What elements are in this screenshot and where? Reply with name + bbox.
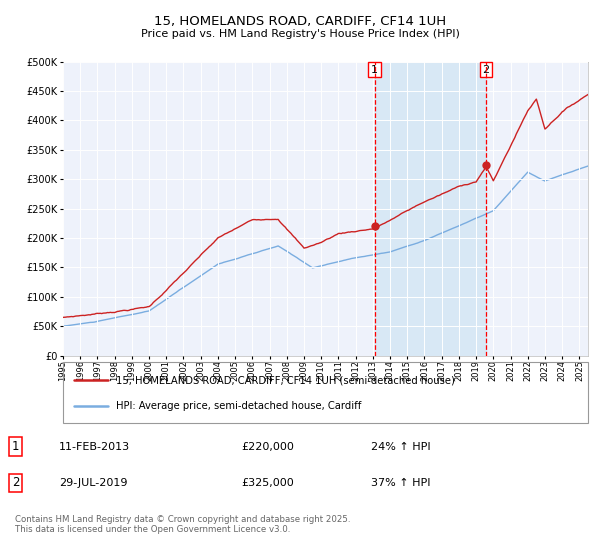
Text: £325,000: £325,000	[241, 478, 294, 488]
Text: Contains HM Land Registry data © Crown copyright and database right 2025.
This d: Contains HM Land Registry data © Crown c…	[15, 515, 350, 534]
Text: HPI: Average price, semi-detached house, Cardiff: HPI: Average price, semi-detached house,…	[115, 401, 361, 411]
Bar	[374, 62, 486, 356]
Text: 15, HOMELANDS ROAD, CARDIFF, CF14 1UH: 15, HOMELANDS ROAD, CARDIFF, CF14 1UH	[154, 15, 446, 27]
Text: 2: 2	[482, 64, 490, 74]
Text: 37% ↑ HPI: 37% ↑ HPI	[371, 478, 430, 488]
Text: £220,000: £220,000	[241, 441, 294, 451]
Text: 1: 1	[12, 440, 19, 453]
Text: 1: 1	[371, 64, 378, 74]
Text: 11-FEB-2013: 11-FEB-2013	[59, 441, 130, 451]
Text: Price paid vs. HM Land Registry's House Price Index (HPI): Price paid vs. HM Land Registry's House …	[140, 29, 460, 39]
Text: 15, HOMELANDS ROAD, CARDIFF, CF14 1UH (semi-detached house): 15, HOMELANDS ROAD, CARDIFF, CF14 1UH (s…	[115, 375, 454, 385]
Text: 2: 2	[12, 477, 19, 489]
Text: 24% ↑ HPI: 24% ↑ HPI	[371, 441, 430, 451]
Text: 29-JUL-2019: 29-JUL-2019	[59, 478, 127, 488]
